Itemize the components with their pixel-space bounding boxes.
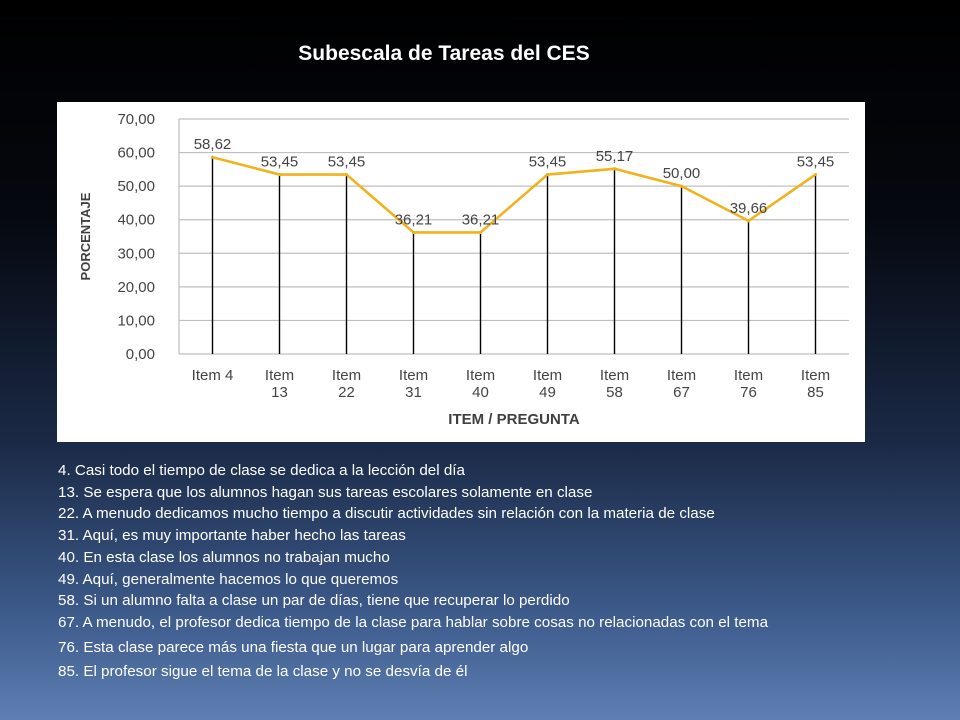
x-tick-label: 67	[673, 384, 690, 401]
data-label: 50,00	[663, 165, 701, 182]
x-tick-label: Item	[533, 367, 562, 384]
y-tick-label: 40,00	[117, 212, 155, 229]
x-tick-label: 85	[807, 384, 824, 401]
data-label: 58,62	[194, 136, 232, 153]
x-tick-label: Item	[734, 367, 763, 384]
y-tick-label: 10,00	[117, 312, 155, 329]
data-point	[411, 230, 416, 235]
data-point	[478, 230, 483, 235]
data-point	[545, 172, 550, 177]
data-point	[813, 172, 818, 177]
data-label: 39,66	[730, 200, 768, 217]
data-point	[344, 172, 349, 177]
list-item: 58. Si un alumno falta a clase un par de…	[58, 592, 570, 610]
x-tick-label: 22	[338, 384, 355, 401]
x-tick-label: Item	[600, 367, 629, 384]
x-tick-label: 31	[405, 384, 422, 401]
data-label: 55,17	[596, 148, 634, 165]
list-item: 40. En esta clase los alumnos no trabaja…	[58, 548, 390, 566]
data-label: 53,45	[261, 154, 299, 171]
y-tick-label: 20,00	[117, 279, 155, 296]
list-item: 31. Aquí, es muy importante haber hecho …	[58, 527, 406, 545]
x-tick-label: 40	[472, 384, 489, 401]
chart-panel: 0,00 10,00 20,00 30,00 40,00 50,00 60,00 70,00 5…	[57, 102, 865, 442]
list-item: 67. A menudo, el profesor dedica tiempo …	[58, 613, 769, 631]
x-tick-label: 76	[740, 384, 757, 401]
data-label: 53,45	[529, 154, 567, 171]
x-tick-label: Item	[332, 367, 361, 384]
slide-title: Subescala de Tareas del CES	[298, 42, 590, 65]
x-tick-label: Item 4	[192, 367, 234, 384]
y-tick-label: 0,00	[126, 346, 155, 363]
list-item: 13. Se espera que los alumnos hagan sus …	[58, 483, 593, 501]
data-label: 36,21	[395, 211, 433, 228]
x-tick-label: 13	[271, 384, 288, 401]
y-axis-title: PORCENTAJE	[78, 192, 93, 280]
item-legend-list: 4. Casi todo el tiempo de clase se dedic…	[58, 460, 948, 683]
data-label: 36,21	[462, 211, 500, 228]
list-item: 49. Aquí, generalmente hacemos lo que qu…	[58, 570, 399, 588]
data-point	[210, 155, 215, 159]
x-tick-label: Item	[801, 367, 830, 384]
x-tick-label: 58	[606, 384, 623, 401]
x-tick-label: 49	[539, 384, 556, 401]
x-tick-label: Item	[265, 367, 294, 384]
list-item: 4. Casi todo el tiempo de clase se dedic…	[58, 462, 465, 479]
x-tick-label: Item	[466, 367, 495, 384]
y-tick-label: 30,00	[117, 245, 155, 262]
data-point	[746, 219, 751, 223]
list-item: 22. A menudo dedicamos mucho tiempo a di…	[58, 505, 715, 523]
x-axis-title: ITEM / PREGUNTA	[448, 411, 580, 428]
list-item: 85. El profesor sigue el tema de la clas…	[58, 663, 468, 681]
data-point	[277, 172, 282, 177]
y-tick-label: 70,00	[117, 111, 155, 128]
x-tick-label: Item	[399, 367, 428, 384]
data-label: 53,45	[797, 154, 835, 171]
data-label: 53,45	[328, 154, 366, 171]
line-chart: 0,00 10,00 20,00 30,00 40,00 50,00 60,00 70,00 5…	[78, 111, 849, 428]
data-point	[679, 184, 684, 188]
y-tick-label: 50,00	[117, 178, 155, 195]
list-item: 76. Esta clase parece más una fiesta que…	[58, 638, 529, 656]
y-tick-label: 60,00	[117, 145, 155, 162]
x-tick-label: Item	[667, 367, 696, 384]
data-point	[612, 167, 617, 171]
series-line	[212, 155, 817, 234]
